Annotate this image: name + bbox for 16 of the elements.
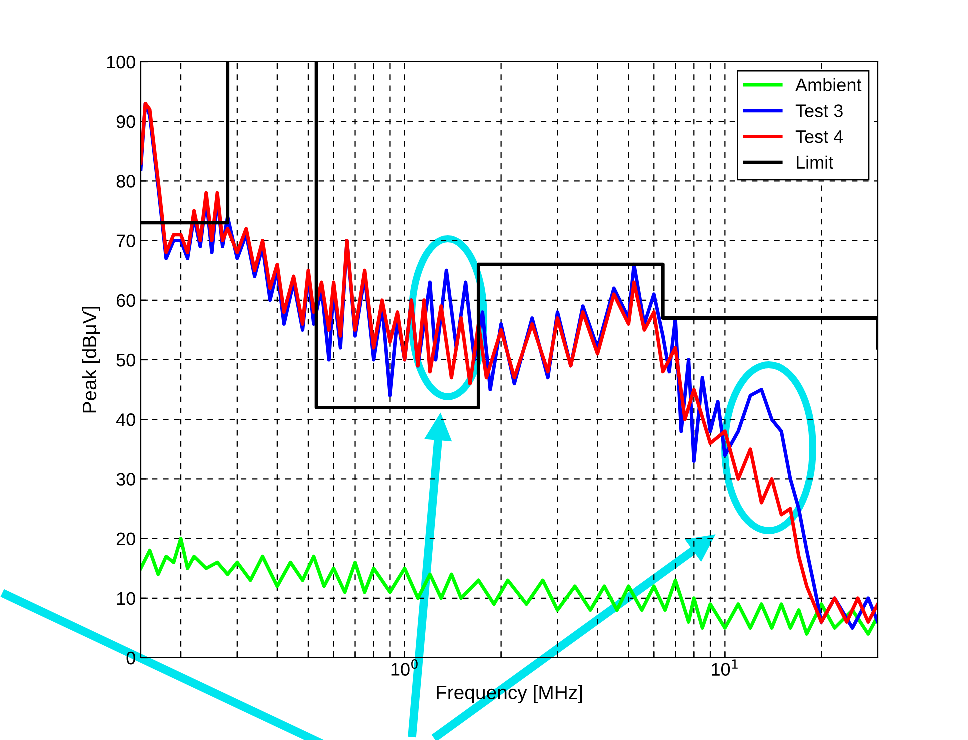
- y-tick-label: 10: [117, 592, 136, 606]
- y-tick-label: 60: [116, 294, 136, 308]
- legend-label: Ambient: [796, 78, 862, 92]
- y-tick-label: 80: [116, 175, 136, 188]
- legend-label: Test 3: [796, 104, 843, 118]
- legend-label: Test 4: [796, 130, 844, 144]
- x-tick-label: 10$^{1}$: [712, 660, 738, 676]
- legend-label: Limit: [797, 156, 834, 170]
- y-tick-label: 50: [116, 354, 136, 367]
- y-axis-title: Peak [dBμV]: [82, 307, 100, 413]
- y-tick-label: 30: [116, 473, 136, 486]
- y-tick-label: 20: [116, 532, 136, 546]
- y-tick-label: 100: [107, 56, 136, 69]
- y-tick-label: 40: [116, 414, 136, 426]
- y-tick-label: 90: [116, 116, 136, 128]
- y-tick-label: 70: [116, 234, 136, 248]
